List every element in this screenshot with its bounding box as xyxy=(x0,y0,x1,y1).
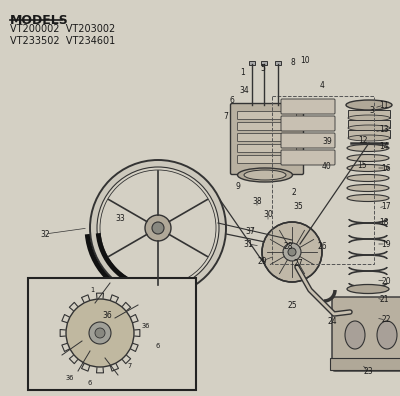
Bar xyxy=(348,120,390,128)
Text: 9: 9 xyxy=(236,181,240,190)
Text: 25: 25 xyxy=(287,301,297,310)
Ellipse shape xyxy=(244,170,286,180)
Text: VT233502  VT234601: VT233502 VT234601 xyxy=(10,36,115,46)
Ellipse shape xyxy=(347,284,389,293)
Ellipse shape xyxy=(345,321,365,349)
Text: 26: 26 xyxy=(317,242,327,251)
Text: VT200002  VT203002: VT200002 VT203002 xyxy=(10,24,115,34)
Text: 14: 14 xyxy=(379,141,389,150)
FancyBboxPatch shape xyxy=(281,133,335,148)
Circle shape xyxy=(90,160,226,296)
Text: 15: 15 xyxy=(357,160,367,169)
FancyBboxPatch shape xyxy=(281,150,335,165)
Ellipse shape xyxy=(348,125,390,131)
Text: 36: 36 xyxy=(102,312,112,320)
Circle shape xyxy=(97,167,219,289)
Text: 19: 19 xyxy=(381,240,391,249)
FancyBboxPatch shape xyxy=(238,156,296,164)
Text: 32: 32 xyxy=(40,230,50,238)
Text: 22: 22 xyxy=(381,316,391,324)
Text: 1: 1 xyxy=(90,287,94,293)
Text: 30: 30 xyxy=(263,209,273,219)
Text: 10: 10 xyxy=(300,55,310,65)
Text: 23: 23 xyxy=(363,367,373,377)
Text: 24: 24 xyxy=(327,318,337,326)
Text: 13: 13 xyxy=(379,126,389,135)
Text: 28: 28 xyxy=(283,242,293,251)
Circle shape xyxy=(89,322,111,344)
Text: 35: 35 xyxy=(293,202,303,211)
FancyBboxPatch shape xyxy=(238,112,296,120)
Text: 16: 16 xyxy=(381,164,391,173)
Text: 12: 12 xyxy=(358,135,368,145)
Ellipse shape xyxy=(346,100,392,110)
Bar xyxy=(28,278,196,390)
Ellipse shape xyxy=(348,135,390,141)
Circle shape xyxy=(95,328,105,338)
Circle shape xyxy=(100,170,216,286)
Text: 40: 40 xyxy=(322,162,332,171)
Text: 1: 1 xyxy=(241,67,245,76)
Bar xyxy=(348,110,390,118)
Ellipse shape xyxy=(347,175,389,181)
FancyBboxPatch shape xyxy=(332,297,400,371)
Text: 6: 6 xyxy=(230,95,234,105)
Text: 2: 2 xyxy=(292,187,296,196)
Circle shape xyxy=(262,222,322,282)
Text: MODELS: MODELS xyxy=(10,14,69,27)
Text: 34: 34 xyxy=(239,86,249,95)
Text: 11: 11 xyxy=(379,101,389,110)
Text: 3: 3 xyxy=(370,105,374,114)
Text: 5: 5 xyxy=(260,63,266,72)
Text: 36: 36 xyxy=(66,375,74,381)
Ellipse shape xyxy=(238,168,292,182)
FancyBboxPatch shape xyxy=(281,99,335,114)
Circle shape xyxy=(66,299,134,367)
Text: 31: 31 xyxy=(243,240,253,249)
Text: 7: 7 xyxy=(128,363,132,369)
Text: 29: 29 xyxy=(257,257,267,265)
Ellipse shape xyxy=(347,145,389,152)
Text: 8: 8 xyxy=(291,57,295,67)
Bar xyxy=(330,358,400,370)
Text: 21: 21 xyxy=(379,295,389,305)
Text: 37: 37 xyxy=(245,227,255,236)
Text: 6: 6 xyxy=(156,343,160,349)
Text: 7: 7 xyxy=(224,112,228,120)
Text: 27: 27 xyxy=(293,259,303,268)
Circle shape xyxy=(145,215,171,241)
FancyBboxPatch shape xyxy=(238,122,296,131)
Bar xyxy=(272,96,374,264)
Text: 4: 4 xyxy=(320,80,324,89)
Circle shape xyxy=(283,243,301,261)
Text: 36: 36 xyxy=(142,323,150,329)
Ellipse shape xyxy=(377,321,397,349)
Bar xyxy=(275,61,281,65)
Text: 17: 17 xyxy=(381,202,391,211)
Text: 39: 39 xyxy=(322,137,332,145)
Ellipse shape xyxy=(347,164,389,171)
Ellipse shape xyxy=(347,154,389,162)
FancyBboxPatch shape xyxy=(230,103,304,175)
FancyBboxPatch shape xyxy=(238,145,296,152)
Bar xyxy=(261,61,267,65)
Ellipse shape xyxy=(348,115,390,121)
Circle shape xyxy=(288,248,296,256)
Text: 20: 20 xyxy=(381,276,391,286)
FancyBboxPatch shape xyxy=(281,116,335,131)
Bar xyxy=(348,130,390,138)
Circle shape xyxy=(152,222,164,234)
Ellipse shape xyxy=(347,194,389,202)
Text: 38: 38 xyxy=(252,196,262,206)
Text: 33: 33 xyxy=(115,213,125,223)
Bar xyxy=(249,61,255,65)
FancyBboxPatch shape xyxy=(238,133,296,141)
Ellipse shape xyxy=(347,185,389,192)
Text: 18: 18 xyxy=(379,217,389,227)
Text: 6: 6 xyxy=(88,380,92,386)
